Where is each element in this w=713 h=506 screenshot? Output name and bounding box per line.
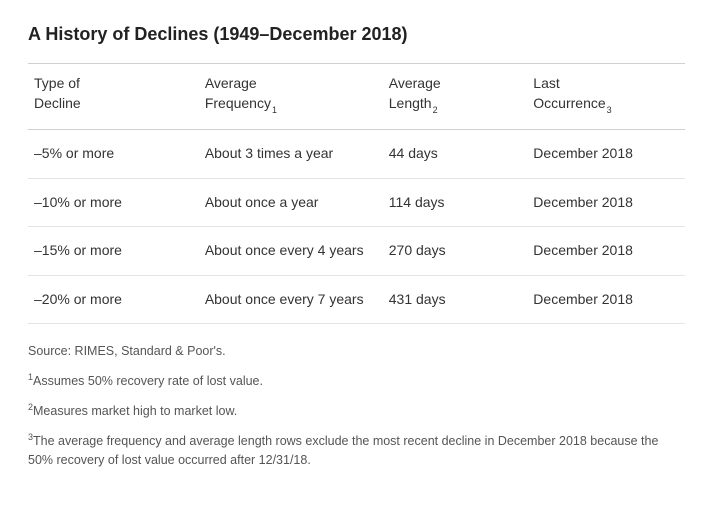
header-line1: Last <box>533 74 679 94</box>
cell-occurrence: December 2018 <box>527 129 685 178</box>
header-line1: Average <box>205 74 377 94</box>
cell-occurrence: December 2018 <box>527 178 685 227</box>
header-line1: Type of <box>34 74 193 94</box>
col-average-frequency: Average Frequency1 <box>199 64 383 130</box>
footnotes: Source: RIMES, Standard & Poor's. 1Assum… <box>28 342 685 469</box>
declines-table: Type of Decline Average Frequency1 Avera… <box>28 63 685 324</box>
cell-type: –20% or more <box>28 275 199 324</box>
col-type-of-decline: Type of Decline <box>28 64 199 130</box>
footnote-3: 3The average frequency and average lengt… <box>28 431 685 470</box>
table-row: –10% or more About once a year 114 days … <box>28 178 685 227</box>
cell-type: –15% or more <box>28 227 199 276</box>
col-average-length: Average Length2 <box>383 64 528 130</box>
table-row: –5% or more About 3 times a year 44 days… <box>28 129 685 178</box>
source-line: Source: RIMES, Standard & Poor's. <box>28 342 685 361</box>
cell-length: 44 days <box>383 129 528 178</box>
col-last-occurrence: Last Occurrence3 <box>527 64 685 130</box>
table-row: –15% or more About once every 4 years 27… <box>28 227 685 276</box>
cell-occurrence: December 2018 <box>527 227 685 276</box>
header-line2: Frequency1 <box>205 94 377 115</box>
cell-frequency: About once every 7 years <box>199 275 383 324</box>
cell-type: –5% or more <box>28 129 199 178</box>
cell-occurrence: December 2018 <box>527 275 685 324</box>
table-row: –20% or more About once every 7 years 43… <box>28 275 685 324</box>
cell-type: –10% or more <box>28 178 199 227</box>
footnote-2: 2Measures market high to market low. <box>28 401 685 421</box>
cell-frequency: About once every 4 years <box>199 227 383 276</box>
header-line2: Occurrence3 <box>533 94 679 115</box>
cell-length: 114 days <box>383 178 528 227</box>
cell-length: 431 days <box>383 275 528 324</box>
header-line1: Average <box>389 74 522 94</box>
header-line2: Length2 <box>389 94 522 115</box>
cell-frequency: About once a year <box>199 178 383 227</box>
cell-length: 270 days <box>383 227 528 276</box>
header-line2: Decline <box>34 94 193 115</box>
page-title: A History of Declines (1949–December 201… <box>28 24 685 45</box>
table-header-row: Type of Decline Average Frequency1 Avera… <box>28 64 685 130</box>
cell-frequency: About 3 times a year <box>199 129 383 178</box>
footnote-1: 1Assumes 50% recovery rate of lost value… <box>28 371 685 391</box>
